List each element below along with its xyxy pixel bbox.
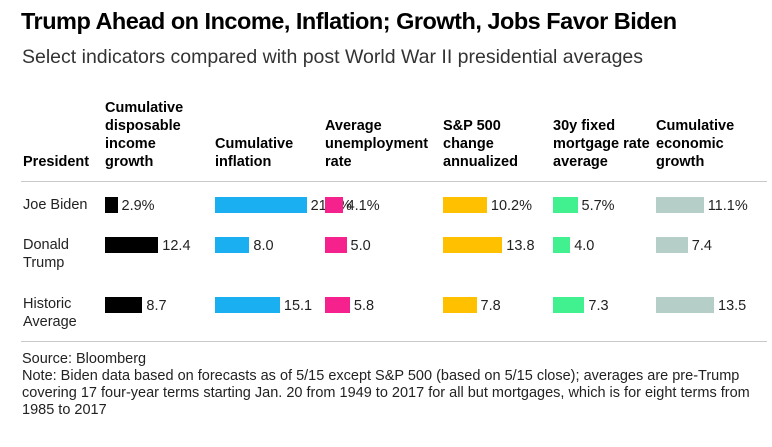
bar-sp500-row-2 bbox=[443, 237, 503, 253]
bar-growth-row-3 bbox=[656, 297, 714, 313]
value-label-growth-row-1: 11.1% bbox=[707, 198, 748, 214]
chart-subtitle: Select indicators compared with post Wor… bbox=[22, 46, 644, 68]
value-label-unemployment-row-3: 5.8 bbox=[353, 298, 375, 314]
value-label-mortgage-row-1: 5.7% bbox=[581, 198, 615, 214]
value-label-mortgage-row-2: 4.0 bbox=[574, 238, 595, 254]
bar-inflation-row-1 bbox=[215, 197, 307, 213]
column-header-mortgage: 30y fixed mortgage rate average bbox=[553, 118, 650, 170]
bar-sp500-row-3 bbox=[443, 297, 477, 313]
value-label-inflation-row-2: 8.0 bbox=[253, 238, 274, 254]
value-label-sp500-row-3: 7.8 bbox=[480, 298, 501, 314]
row-label-trump: Donald Trump bbox=[23, 237, 69, 271]
footnotes: Source: Bloomberg Note: Biden data based… bbox=[22, 351, 767, 419]
value-label-sp500-row-1: 10.2% bbox=[490, 198, 533, 214]
value-label-unemployment-row-1: 4.1% bbox=[346, 198, 380, 214]
bar-growth-row-2 bbox=[656, 237, 688, 253]
row-label-biden: Joe Biden bbox=[23, 197, 88, 213]
value-label-inflation-row-3: 15.1 bbox=[283, 298, 313, 314]
bar-inflation-row-2 bbox=[215, 237, 250, 253]
bar-income-row-1 bbox=[105, 197, 118, 213]
bar-inflation-row-3 bbox=[215, 297, 280, 313]
bar-income-row-2 bbox=[105, 237, 159, 253]
footer-rule bbox=[21, 341, 767, 342]
value-label-mortgage-row-3: 7.3 bbox=[588, 298, 609, 314]
bar-unemployment-row-1 bbox=[325, 197, 343, 213]
column-header-growth: Cumulative economic growth bbox=[656, 118, 735, 170]
column-header-sp500: S&P 500 change annualized bbox=[443, 118, 518, 170]
bar-mortgage-row-1 bbox=[553, 197, 578, 213]
value-label-growth-row-3: 13.5 bbox=[718, 298, 747, 314]
value-label-growth-row-2: 7.4 bbox=[691, 238, 712, 254]
value-label-sp500-row-2: 13.8 bbox=[506, 238, 535, 254]
column-header-unemployment: Average unemployment rate bbox=[325, 118, 429, 170]
bar-mortgage-row-2 bbox=[553, 237, 571, 253]
header-rule bbox=[21, 181, 767, 182]
value-label-income-row-2: 12.4 bbox=[162, 238, 191, 254]
chart-title: Trump Ahead on Income, Inflation; Growth… bbox=[21, 8, 677, 34]
bar-income-row-3 bbox=[105, 297, 143, 313]
bar-unemployment-row-2 bbox=[325, 237, 347, 253]
value-label-unemployment-row-2: 5.0 bbox=[350, 238, 371, 254]
methodology-note: Note: Biden data based on forecasts as o… bbox=[22, 368, 750, 418]
column-header-inflation: Cumulative inflation bbox=[215, 136, 294, 170]
value-label-income-row-3: 8.7 bbox=[146, 298, 167, 314]
bar-sp500-row-1 bbox=[443, 197, 487, 213]
row-header: President bbox=[23, 154, 90, 170]
bar-unemployment-row-3 bbox=[325, 297, 350, 313]
value-label-income-row-1: 2.9% bbox=[121, 198, 155, 214]
column-header-income: Cumulative disposable income growth bbox=[105, 100, 184, 170]
row-label-average: Historic Average bbox=[23, 296, 77, 330]
bar-mortgage-row-3 bbox=[553, 297, 585, 313]
bar-growth-row-1 bbox=[656, 197, 704, 213]
source-note: Source: Bloomberg bbox=[22, 351, 147, 367]
